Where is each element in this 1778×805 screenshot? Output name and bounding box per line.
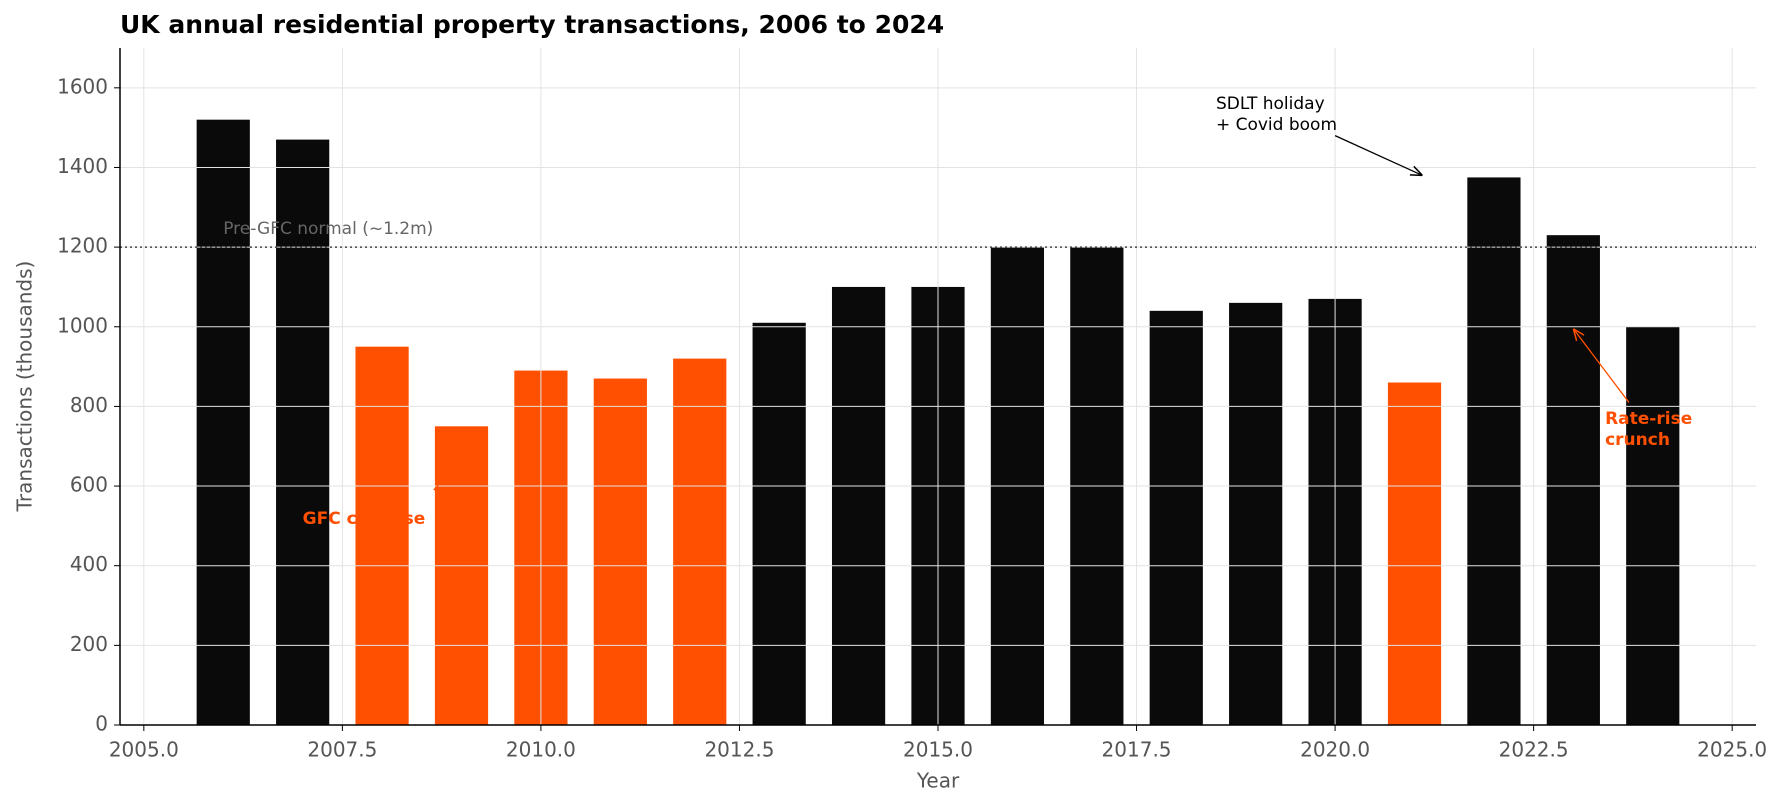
y-tick-label: 200: [70, 632, 108, 656]
y-tick-label: 1200: [57, 234, 108, 258]
y-tick-label: 1000: [57, 313, 108, 337]
bar: [1626, 326, 1680, 725]
annotation-line: Rate-rise: [1605, 409, 1692, 429]
bar: [1149, 310, 1203, 725]
annotation-arrow: [1334, 135, 1422, 176]
bar: [593, 378, 647, 725]
bar: [355, 346, 409, 725]
annotation-arrow: [1573, 329, 1630, 403]
reference-label: Pre-GFC normal (~1.2m): [223, 219, 433, 239]
x-tick-label: 2017.5: [1102, 738, 1172, 762]
y-tick-label: 1600: [57, 74, 108, 98]
annotation: SDLT holiday + Covid boom: [1216, 94, 1337, 135]
x-tick-label: 2010.0: [506, 738, 576, 762]
y-tick-label: 400: [70, 552, 108, 576]
x-tick-label: 2007.5: [307, 738, 377, 762]
annotation-line: + Covid boom: [1216, 115, 1337, 135]
x-tick-label: 2022.5: [1499, 738, 1569, 762]
bar: [752, 322, 806, 725]
x-tick-label: 2020.0: [1300, 738, 1370, 762]
y-tick-label: 1400: [57, 154, 108, 178]
bar: [673, 358, 727, 725]
annotation: GFC collapse: [303, 509, 426, 529]
x-tick-label: 2015.0: [903, 738, 973, 762]
y-tick-label: 800: [70, 393, 108, 417]
y-axis-label: Transactions (thousands): [13, 261, 37, 513]
annotation-line: GFC collapse: [303, 509, 426, 529]
chart-title: UK annual residential property transacti…: [120, 10, 944, 39]
annotation-line: crunch: [1605, 430, 1670, 450]
annotation-arrow: [433, 445, 474, 491]
bar: [1467, 177, 1521, 726]
annotation-line: SDLT holiday: [1216, 94, 1325, 114]
bar: [831, 286, 886, 725]
x-axis-label: Year: [916, 769, 960, 793]
bar: [276, 139, 330, 725]
annotation: Rate-rise crunch: [1605, 409, 1692, 450]
y-tick-label: 600: [70, 473, 108, 497]
x-tick-label: 2005.0: [109, 738, 179, 762]
y-tick-label: 0: [95, 712, 108, 736]
bar: [196, 119, 250, 725]
x-tick-label: 2025.0: [1697, 738, 1767, 762]
bar: [1546, 235, 1600, 725]
bar: [434, 426, 489, 725]
x-tick-label: 2012.5: [704, 738, 774, 762]
bar: [1387, 382, 1442, 725]
bar: [1229, 302, 1283, 725]
